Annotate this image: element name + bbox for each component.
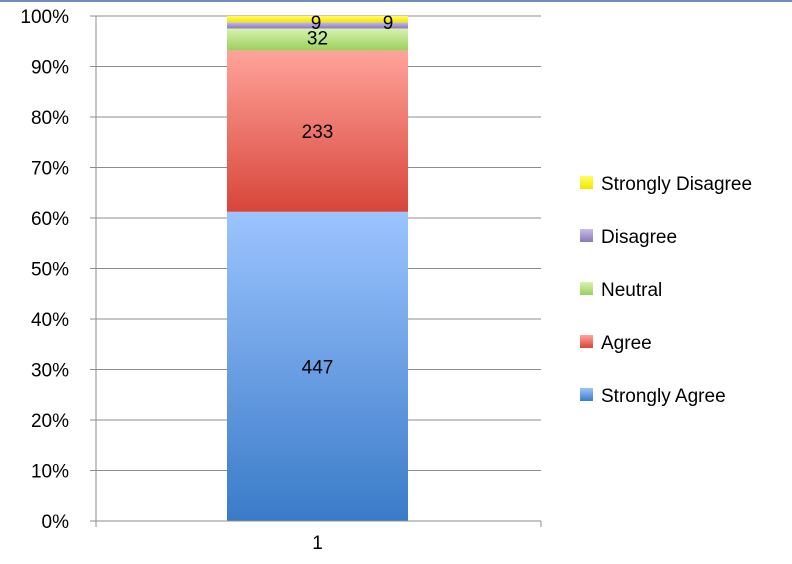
legend-label: Strongly Disagree (601, 174, 752, 195)
bar-segment-strongly-disagree (227, 16, 408, 23)
y-tick-label: 70% (31, 159, 69, 180)
data-label: 9 (383, 13, 394, 34)
data-label: 32 (307, 29, 328, 50)
legend-label: Agree (601, 333, 652, 354)
data-label: 9 (311, 13, 322, 34)
legend-swatch (580, 388, 593, 401)
legend-label: Strongly Agree (601, 386, 726, 407)
y-tick-label: 30% (31, 361, 69, 382)
legend-swatch (580, 282, 593, 295)
y-tick-label: 80% (31, 108, 69, 129)
legend-swatch (580, 229, 593, 242)
bar-segment-agree (227, 50, 408, 212)
y-tick-label: 20% (31, 411, 69, 432)
bar-segments (227, 16, 408, 521)
y-tick-label: 100% (20, 7, 69, 28)
bar-segment-disagree (227, 22, 408, 29)
y-tick-label: 0% (42, 512, 70, 533)
y-tick-label: 10% (31, 462, 69, 483)
y-tick-label: 90% (31, 58, 69, 79)
y-tick-label: 40% (31, 310, 69, 331)
top-border-line (0, 0, 792, 2)
data-label: 447 (302, 357, 334, 378)
y-tick-labels: 0% 10% 20% 30% 40% 50% 60% 70% 80% 90% 100% (20, 7, 69, 533)
x-tick-labels: 1 (312, 533, 323, 554)
legend: Strongly Disagree Disagree Neutral Agree Str… (580, 174, 752, 407)
legend-label: Neutral (601, 280, 662, 301)
axes (90, 15, 542, 527)
x-tick-label: 1 (312, 533, 323, 554)
legend-swatch (580, 335, 593, 348)
data-label: 233 (302, 122, 334, 143)
bar-segment-strongly-agree (227, 211, 408, 521)
legend-label: Disagree (601, 227, 677, 248)
legend-swatch (580, 176, 593, 189)
y-tick-label: 60% (31, 209, 69, 230)
y-tick-label: 50% (31, 260, 69, 281)
bar-segment-neutral (227, 28, 408, 51)
